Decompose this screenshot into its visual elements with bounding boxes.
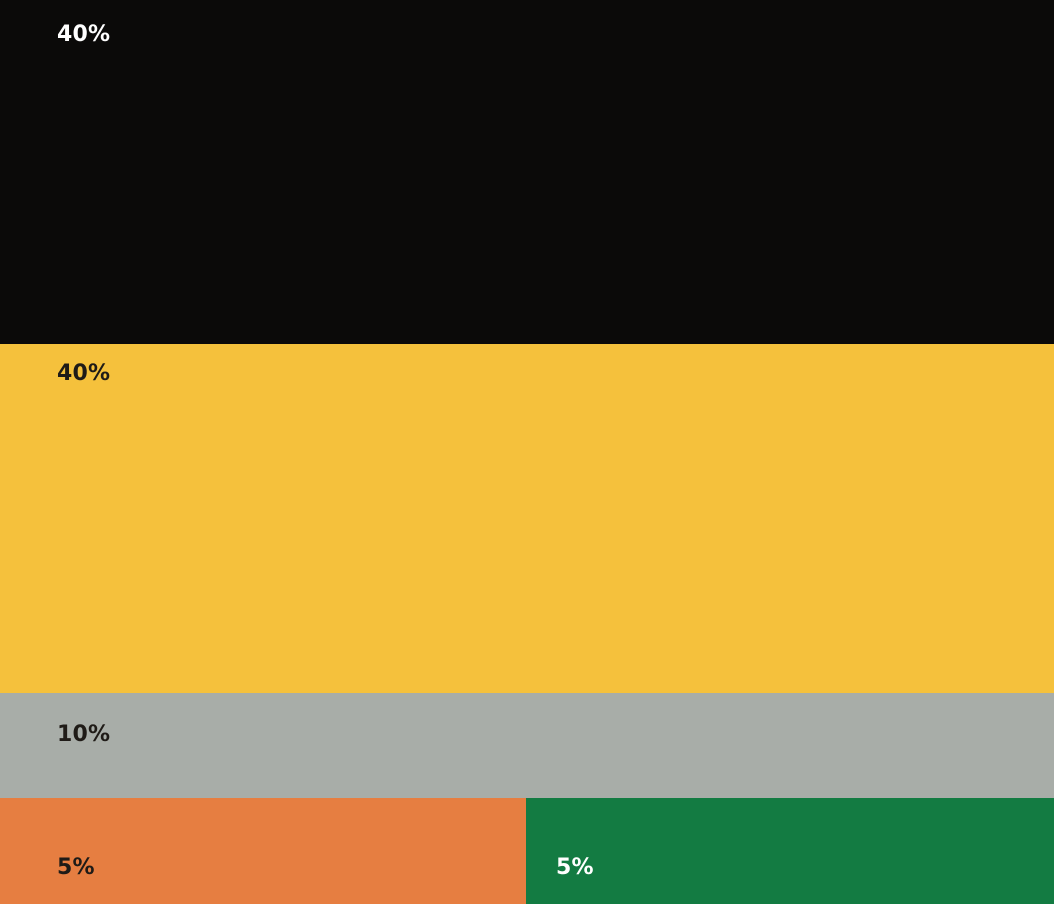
swatch-green-percent-label: 5%: [556, 855, 594, 880]
swatch-green: 5%: [526, 798, 1054, 904]
swatch-gray: 10%: [0, 693, 1054, 798]
swatch-black-percent-label: 40%: [57, 22, 111, 47]
swatch-orange-percent-label: 5%: [57, 855, 95, 880]
swatch-yellow: 40%: [0, 344, 1054, 693]
swatch-yellow-percent-label: 40%: [57, 361, 111, 386]
swatch-black: 40%: [0, 0, 1054, 344]
swatch-orange: 5%: [0, 798, 526, 904]
swatch-gray-percent-label: 10%: [57, 722, 111, 747]
